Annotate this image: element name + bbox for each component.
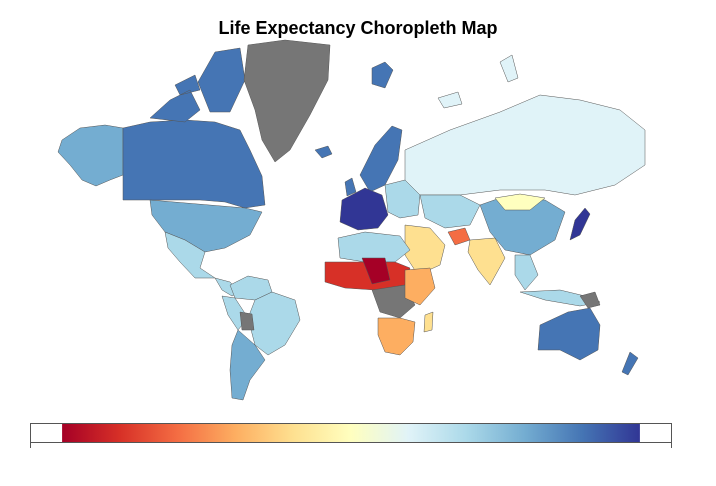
region-svalbard[interactable] <box>371 61 394 89</box>
colorbar-gradient <box>62 424 640 442</box>
colorbar-tick-right <box>671 443 672 448</box>
world-choropleth-map[interactable] <box>0 0 716 420</box>
region-argentina-chile[interactable] <box>229 329 266 401</box>
region-usa[interactable] <box>149 199 263 253</box>
colorbar-tick-left <box>30 443 31 448</box>
region-chad-nigeria[interactable] <box>361 257 391 285</box>
region-indonesia[interactable] <box>519 289 601 307</box>
region-greenland[interactable] <box>243 39 331 163</box>
region-southeast-asia[interactable] <box>514 254 539 291</box>
region-middle-east[interactable] <box>404 224 446 276</box>
region-alaska[interactable] <box>57 124 124 187</box>
region-new-guinea[interactable] <box>579 291 601 309</box>
region-canada[interactable] <box>122 119 266 209</box>
region-arctic-islands[interactable] <box>437 54 519 109</box>
region-iceland[interactable] <box>314 145 333 159</box>
region-western-europe[interactable] <box>339 187 389 231</box>
region-uk[interactable] <box>344 177 357 197</box>
region-bolivia[interactable] <box>239 311 255 331</box>
region-madagascar[interactable] <box>423 311 434 333</box>
region-canada-arctic[interactable] <box>149 47 246 123</box>
region-india[interactable] <box>467 237 506 286</box>
region-australia[interactable] <box>537 307 601 361</box>
region-mongolia[interactable] <box>494 193 546 211</box>
colorbar <box>30 423 672 443</box>
region-brazil[interactable] <box>247 291 301 356</box>
region-central-asia[interactable] <box>419 194 481 229</box>
region-east-africa[interactable] <box>404 267 436 306</box>
region-japan[interactable] <box>569 207 591 241</box>
region-russia[interactable] <box>404 94 646 196</box>
region-north-africa[interactable] <box>337 231 411 263</box>
region-afghanistan[interactable] <box>447 227 471 246</box>
region-southern-africa[interactable] <box>377 317 416 356</box>
region-new-zealand[interactable] <box>621 351 639 376</box>
map-title: Life Expectancy Choropleth Map <box>218 18 498 38</box>
region-central-africa[interactable] <box>371 284 416 319</box>
